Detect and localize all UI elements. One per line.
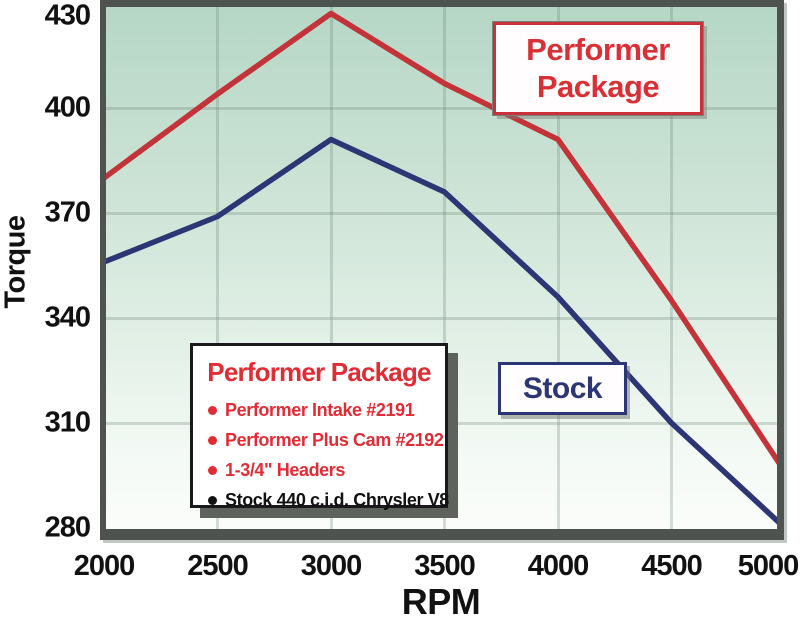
x-tick-label-4500: 4500 [641,550,703,582]
stock-callout-label: Stock [522,371,603,405]
grid-line-vertical-3000 [329,7,333,529]
legend-item-text: Performer Intake #2191 [225,399,415,420]
legend-item-0: Performer Intake #2191 [208,395,439,425]
legend-bullet-icon [208,405,217,415]
y-tick-label-430: 430 [44,0,91,32]
x-tick-label-2500: 2500 [187,550,249,582]
legend-item-2: 1-3/4" Headers [208,455,439,485]
x-tick-label-5000: 5000 [737,550,800,582]
legend-bullet-icon [208,495,217,505]
stock-callout: Stock [498,362,627,415]
legend-bullet-icon [208,465,217,475]
x-tick-label-3500: 3500 [414,550,476,582]
y-tick-label-400: 400 [44,91,91,124]
legend-bullet-icon [208,435,217,445]
legend-item-list: Performer Intake #2191 Performer Plus Cam… [193,395,449,515]
grid-line-vertical-3500 [443,7,446,529]
y-tick-label-370: 370 [44,196,91,229]
grid-line-vertical-2500 [216,7,219,529]
legend-title: Performer Package [207,357,431,387]
y-axis-ticks: 430 400 370 340 310 280 [0,0,96,544]
legend-item-text: 1-3/4" Headers [225,459,346,480]
performer-callout-line1: Performer [526,31,670,67]
performer-callout-line2: Package [536,68,660,104]
legend-item-text: Performer Plus Cam #2192 [225,429,444,450]
plot-area: Performer Package Stock Performer Packag… [100,0,784,540]
x-tick-label-3000: 3000 [300,550,363,582]
y-tick-label-340: 340 [44,301,91,334]
y-tick-label-280: 280 [44,511,91,544]
x-tick-label-2000: 2000 [73,550,136,582]
y-tick-label-310: 310 [44,406,91,439]
x-axis-title: RPM [401,581,481,622]
legend-box: Performer Package Performer Intake #2191… [190,343,449,510]
series-lines [106,10,777,525]
grid-line-horizontal-340 [106,316,777,320]
legend-item-1: Performer Plus Cam #2192 [208,425,444,455]
x-tick-label-4000: 4000 [527,550,590,582]
legend-item-3: Stock 440 c.i.d. Chrysler V8 [208,485,449,515]
grid-line-vertical-4000 [556,7,560,529]
performer-package-callout: Performer Package [493,22,703,115]
grid-line-horizontal-370 [106,211,777,215]
series-line-performer-package [106,10,777,465]
series-line-stock [106,136,777,525]
grid-line-horizontal-400 [106,106,777,110]
grid-line-vertical-4500 [670,7,673,529]
legend-item-text: Stock 440 c.i.d. Chrysler V8 [225,489,449,510]
